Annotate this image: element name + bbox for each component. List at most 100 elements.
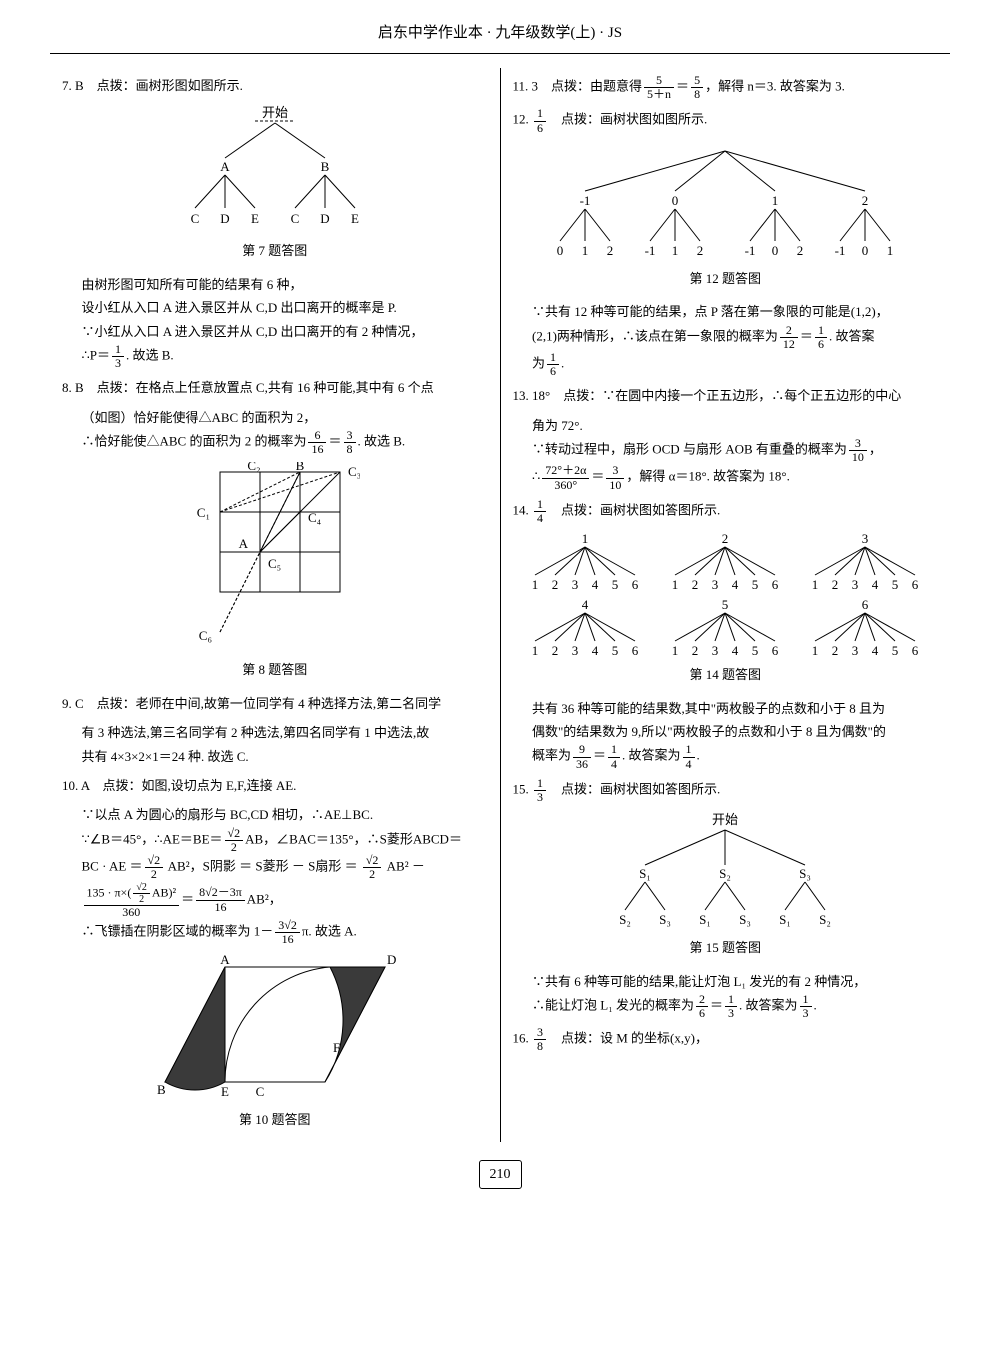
q11: 11. 3 点拨：由题意得55＋n＝58，解得 n＝3. 故答案为 3. — [513, 74, 939, 101]
svg-text:S₁: S₁ — [639, 866, 651, 881]
svg-text:D: D — [387, 952, 396, 967]
svg-text:5: 5 — [722, 597, 729, 612]
q9-line1: 有 3 种选法,第三名同学有 2 种选法,第四名同学有 1 中选法,故 — [82, 721, 488, 744]
svg-text:5: 5 — [892, 577, 899, 592]
svg-text:2: 2 — [832, 643, 839, 658]
svg-text:开始: 开始 — [712, 812, 738, 827]
svg-text:C₁: C₁ — [197, 505, 210, 520]
svg-text:C₂: C₂ — [247, 462, 260, 473]
q8-head: 8. B 点拨：在格点上任意放置点 C,共有 16 种可能,其中有 6 个点 — [62, 376, 488, 399]
q15-line1: ∵共有 6 种等可能的结果,能让灯泡 L₁ 发光的有 2 种情况， — [532, 970, 938, 993]
q7-line4: ∴P＝13. 故选 B. — [82, 343, 488, 370]
q13-head: 13. 18° 点拨：∵在圆中内接一个正五边形，∴每个正五边形的中心 — [513, 384, 939, 407]
svg-text:3: 3 — [852, 643, 859, 658]
svg-text:D: D — [220, 211, 229, 226]
q8-head2: （如图）恰好能使得△ABC 的面积为 2， — [82, 406, 488, 429]
svg-text:3: 3 — [572, 577, 579, 592]
svg-text:S₃: S₃ — [799, 866, 811, 881]
q12-line2: (2,1)两种情形，∴该点在第一象限的概率为212＝16. 故答案 — [532, 324, 938, 351]
svg-text:A: A — [238, 536, 248, 551]
svg-text:3: 3 — [712, 643, 719, 658]
svg-text:F: F — [333, 1040, 340, 1055]
svg-text:1: 1 — [812, 643, 819, 658]
svg-text:4: 4 — [732, 577, 739, 592]
svg-text:2: 2 — [832, 577, 839, 592]
svg-text:B: B — [157, 1082, 166, 1097]
page-number: 210 — [479, 1160, 522, 1189]
svg-text:B: B — [320, 159, 329, 174]
page-header: 启东中学作业本 · 九年级数学(上) · JS — [50, 20, 950, 54]
svg-text:3: 3 — [862, 531, 869, 546]
svg-text:5: 5 — [892, 643, 899, 658]
svg-text:0: 0 — [672, 193, 679, 208]
q7-caption: 第 7 题答图 — [62, 239, 488, 262]
q7-line3: ∵小红从入口 A 进入景区并从 C,D 出口离开的有 2 种情况， — [82, 320, 488, 343]
q13-line3: ∴72°＋2α360°＝310，解得 α＝18°. 故答案为 18°. — [532, 464, 938, 491]
svg-text:1: 1 — [532, 577, 539, 592]
svg-text:开始: 开始 — [262, 105, 288, 120]
svg-text:3: 3 — [712, 577, 719, 592]
svg-text:2: 2 — [552, 577, 559, 592]
svg-text:2: 2 — [692, 643, 699, 658]
q15-head: 15. 13 点拨：画树状图如答图所示. — [513, 777, 939, 804]
q8-caption: 第 8 题答图 — [62, 658, 488, 681]
svg-text:5: 5 — [612, 577, 619, 592]
svg-text:5: 5 — [612, 643, 619, 658]
svg-text:D: D — [320, 211, 329, 226]
svg-text:1: 1 — [582, 531, 589, 546]
svg-text:2: 2 — [697, 243, 704, 258]
svg-text:S₁: S₁ — [779, 912, 791, 927]
q15-tree-figure: 开始 S₁ S₂ S₃ S₂S₃ S₁S₃ S₁S₂ — [585, 810, 865, 930]
q10-line2: ∵∠B＝45°，∴AE＝BE＝√22AB，∠BAC＝135°，∴S菱形ABCD＝ — [82, 827, 488, 854]
q16: 16. 38 点拨：设 M 的坐标(x,y)， — [513, 1026, 939, 1053]
svg-text:S₃: S₃ — [739, 912, 751, 927]
svg-text:S₁: S₁ — [699, 912, 711, 927]
svg-text:2: 2 — [862, 193, 869, 208]
svg-text:-1: -1 — [645, 243, 656, 258]
svg-text:5: 5 — [752, 577, 759, 592]
q10-line5: ∴飞镖插在阴影区域的概率为 1－3√216π. 故选 A. — [82, 919, 488, 946]
q12-tree-figure: -1 0 1 2 012 -112 -102 -101 — [525, 141, 925, 261]
svg-text:S₃: S₃ — [659, 912, 671, 927]
svg-text:0: 0 — [772, 243, 779, 258]
q12-line1: ∵共有 12 种等可能的结果，点 P 落在第一象限的可能是(1,2)， — [532, 300, 938, 323]
q14-line1: 共有 36 种等可能的结果数,其中"两枚骰子的点数和小于 8 且为 — [532, 697, 938, 720]
svg-text:4: 4 — [872, 577, 879, 592]
svg-text:5: 5 — [752, 643, 759, 658]
q12-line3: 为16. — [532, 351, 938, 378]
svg-text:4: 4 — [872, 643, 879, 658]
svg-text:A: A — [220, 952, 230, 967]
q14-head: 14. 14 点拨：画树状图如答图所示. — [513, 498, 939, 525]
svg-text:6: 6 — [862, 597, 869, 612]
svg-text:1: 1 — [887, 243, 894, 258]
q12-caption: 第 12 题答图 — [513, 267, 939, 290]
svg-text:-1: -1 — [580, 193, 591, 208]
svg-text:1: 1 — [532, 643, 539, 658]
q13-line1: 角为 72°. — [532, 414, 938, 437]
svg-text:2: 2 — [692, 577, 699, 592]
svg-text:2: 2 — [552, 643, 559, 658]
q14-caption: 第 14 题答图 — [513, 663, 939, 686]
q10-caption: 第 10 题答图 — [62, 1108, 488, 1131]
svg-text:1: 1 — [772, 193, 779, 208]
svg-text:4: 4 — [592, 643, 599, 658]
q10-line4: 135 · π×(√22AB)²360＝8√2－3π16AB²， — [82, 882, 488, 919]
q7-head: 7. B 点拨：画树形图如图所示. — [62, 74, 488, 97]
svg-text:E: E — [351, 211, 359, 226]
svg-text:1: 1 — [672, 577, 679, 592]
svg-text:-1: -1 — [745, 243, 756, 258]
svg-text:C: C — [255, 1084, 264, 1099]
svg-text:E: E — [251, 211, 259, 226]
q8-line1: ∴恰好能使△ABC 的面积为 2 的概率为616＝38. 故选 B. — [82, 429, 488, 456]
q9-head: 9. C 点拨：老师在中间,故第一位同学有 4 种选择方法,第二名同学 — [62, 692, 488, 715]
svg-text:C: C — [290, 211, 299, 226]
svg-text:2: 2 — [607, 243, 614, 258]
svg-text:1: 1 — [672, 243, 679, 258]
svg-text:A: A — [220, 159, 230, 174]
q14-line2: 偶数"的结果数为 9,所以"两枚骰子的点数和小于 8 且为偶数"的 — [532, 720, 938, 743]
svg-text:C₆: C₆ — [199, 628, 212, 643]
svg-text:E: E — [221, 1084, 229, 1099]
q8-grid-figure: C₁ C₂ B C₃ A C₄ C₅ C₆ — [190, 462, 360, 652]
q10-line1: ∵以点 A 为圆心的扇形与 BC,CD 相切，∴AE⊥BC. — [82, 803, 488, 826]
svg-text:0: 0 — [862, 243, 869, 258]
